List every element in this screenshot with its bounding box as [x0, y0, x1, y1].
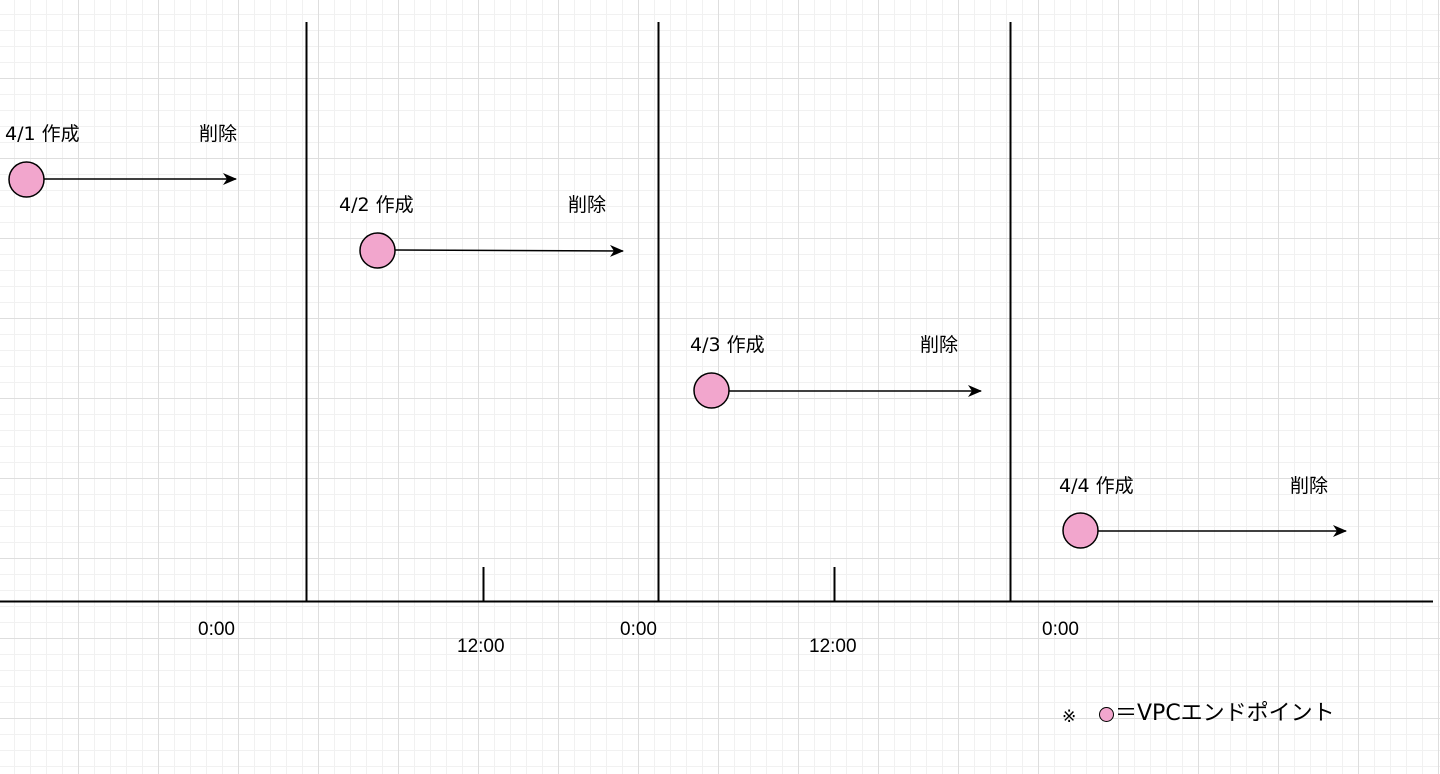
deleted-label-1: 削除 [199, 123, 238, 145]
endpoint-circle-icon [1062, 512, 1099, 549]
legend-text: ＝VPCエンドポイント [1115, 701, 1335, 726]
legend-note-mark: ※ [1062, 707, 1077, 727]
endpoint-circle-icon [359, 232, 396, 269]
tick-label-1200: 12:00 [457, 636, 505, 657]
created-label-2: 4/2 作成 [339, 194, 414, 216]
legend-endpoint-circle-icon [1099, 707, 1114, 722]
created-label-4: 4/4 作成 [1059, 475, 1134, 497]
tick-label-0000: 0:00 [198, 619, 235, 640]
deleted-label-2: 削除 [568, 194, 607, 216]
created-label-1: 4/1 作成 [5, 123, 80, 145]
endpoint-circle-icon [693, 372, 730, 409]
created-label-3: 4/3 作成 [690, 334, 765, 356]
deleted-label-4: 削除 [1290, 475, 1329, 497]
tick-label-0000: 0:00 [620, 619, 657, 640]
endpoint-circle-icon [8, 161, 45, 198]
tick-label-1200: 12:00 [809, 636, 857, 657]
tick-label-0000: 0:00 [1042, 619, 1079, 640]
deleted-label-3: 削除 [920, 334, 959, 356]
lifecycle-arrow-2 [394, 244, 624, 257]
